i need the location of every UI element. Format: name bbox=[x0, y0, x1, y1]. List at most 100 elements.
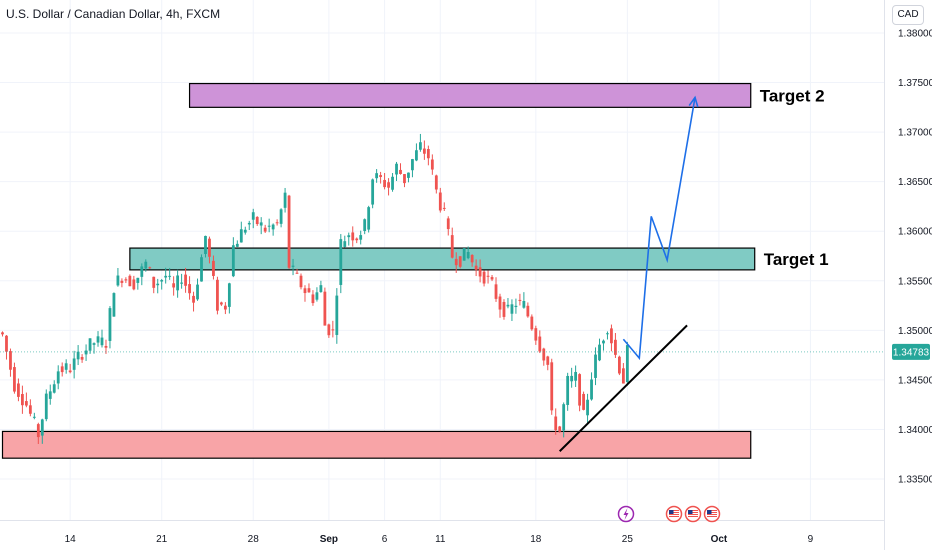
candle-body bbox=[403, 174, 406, 184]
candle-body bbox=[92, 343, 96, 345]
candle-body bbox=[323, 291, 327, 326]
candle-body bbox=[5, 335, 8, 352]
candle-body bbox=[347, 235, 351, 238]
candle-body bbox=[311, 294, 315, 304]
candle-body bbox=[100, 337, 104, 346]
zone-rect bbox=[188, 82, 752, 108]
candle-body bbox=[566, 375, 570, 405]
candle-body bbox=[606, 333, 609, 335]
candle-body bbox=[208, 238, 211, 257]
flag-canton bbox=[669, 510, 674, 514]
flag-stripe bbox=[688, 514, 698, 515]
candle-body bbox=[586, 399, 589, 416]
candle-body bbox=[474, 265, 478, 270]
candle-body bbox=[426, 149, 430, 159]
flag-stripe bbox=[669, 510, 679, 511]
candle-body bbox=[120, 280, 124, 283]
x-tick-label: 28 bbox=[248, 534, 260, 545]
candle-body bbox=[375, 173, 379, 179]
zone-label: Target 1 bbox=[764, 250, 829, 269]
candle-body bbox=[148, 267, 152, 269]
candle-body bbox=[160, 280, 164, 282]
candle-body bbox=[522, 300, 526, 308]
events bbox=[617, 505, 721, 523]
candle-body bbox=[554, 416, 558, 431]
x-tick-label: 9 bbox=[808, 534, 814, 545]
flag-stripe bbox=[669, 514, 679, 515]
candle-body bbox=[251, 212, 255, 220]
candle-body bbox=[379, 175, 382, 177]
trendline bbox=[558, 324, 688, 452]
y-tick-label: 1.33500 bbox=[898, 475, 932, 486]
candle-body bbox=[299, 275, 303, 288]
candle-body bbox=[124, 279, 128, 281]
candle-body bbox=[28, 405, 32, 414]
flag-stripe bbox=[707, 510, 717, 511]
x-tick-label: 18 bbox=[530, 534, 542, 545]
candle-body bbox=[395, 163, 398, 175]
flag-canton bbox=[707, 510, 712, 514]
candle-body bbox=[64, 363, 68, 370]
x-tick-label: 14 bbox=[65, 534, 77, 545]
candle-body bbox=[415, 150, 418, 161]
candle-body bbox=[438, 192, 442, 211]
symbol-title: U.S. Dollar / Canadian Dollar, 4h, FXCM bbox=[6, 7, 221, 21]
candle-body bbox=[287, 195, 291, 268]
candle-body bbox=[32, 416, 36, 418]
candle-body bbox=[271, 224, 275, 230]
candle-body bbox=[355, 238, 359, 241]
candle-body bbox=[239, 229, 243, 243]
candle-body bbox=[212, 260, 215, 276]
candle-body bbox=[546, 356, 550, 365]
currency-button[interactable]: CAD bbox=[892, 5, 924, 25]
candle-body bbox=[454, 258, 458, 266]
candle-body bbox=[275, 222, 279, 224]
candle-body bbox=[21, 394, 24, 406]
candle-body bbox=[184, 274, 187, 286]
candle-body bbox=[430, 159, 434, 170]
flag-stripe bbox=[707, 514, 717, 515]
candle-body bbox=[422, 148, 426, 154]
candle-body bbox=[132, 279, 136, 290]
candle-body bbox=[446, 218, 450, 230]
candle-body bbox=[44, 393, 48, 420]
candle-body bbox=[295, 272, 299, 274]
y-tick-label: 1.34000 bbox=[898, 425, 932, 436]
candle-body bbox=[243, 229, 247, 233]
candle-body bbox=[319, 285, 323, 292]
candle-body bbox=[590, 379, 593, 400]
candle-body bbox=[383, 179, 386, 188]
candle-body bbox=[36, 424, 40, 438]
candle-body bbox=[327, 324, 331, 336]
candle-body bbox=[335, 295, 339, 335]
zone-rect bbox=[129, 247, 756, 271]
candle-body bbox=[419, 142, 422, 150]
candle-body bbox=[391, 176, 394, 190]
candle-body bbox=[164, 275, 168, 278]
candle-body bbox=[490, 277, 494, 280]
zone-rect bbox=[1, 430, 752, 459]
x-tick-label: 11 bbox=[435, 534, 446, 545]
candle-body bbox=[315, 292, 319, 300]
candle-body bbox=[267, 225, 271, 227]
zone-label: Target 2 bbox=[760, 86, 825, 105]
candle-body bbox=[192, 295, 195, 303]
flag-stripe bbox=[707, 516, 717, 517]
candle-body bbox=[140, 266, 144, 277]
candle-body bbox=[399, 169, 402, 174]
zones: Target 2 Target 1 bbox=[1, 82, 829, 459]
lightning-glyph bbox=[623, 508, 629, 520]
last-price-label: 1.34783 bbox=[893, 347, 930, 358]
candle-body bbox=[188, 284, 191, 294]
candle-body bbox=[17, 383, 20, 397]
candle-body bbox=[76, 351, 80, 360]
candle-body bbox=[514, 305, 518, 308]
candle-body bbox=[510, 304, 514, 314]
candles bbox=[1, 133, 629, 444]
candle-body bbox=[562, 404, 566, 431]
candle-body bbox=[128, 275, 132, 287]
flag-stripe bbox=[688, 512, 698, 513]
